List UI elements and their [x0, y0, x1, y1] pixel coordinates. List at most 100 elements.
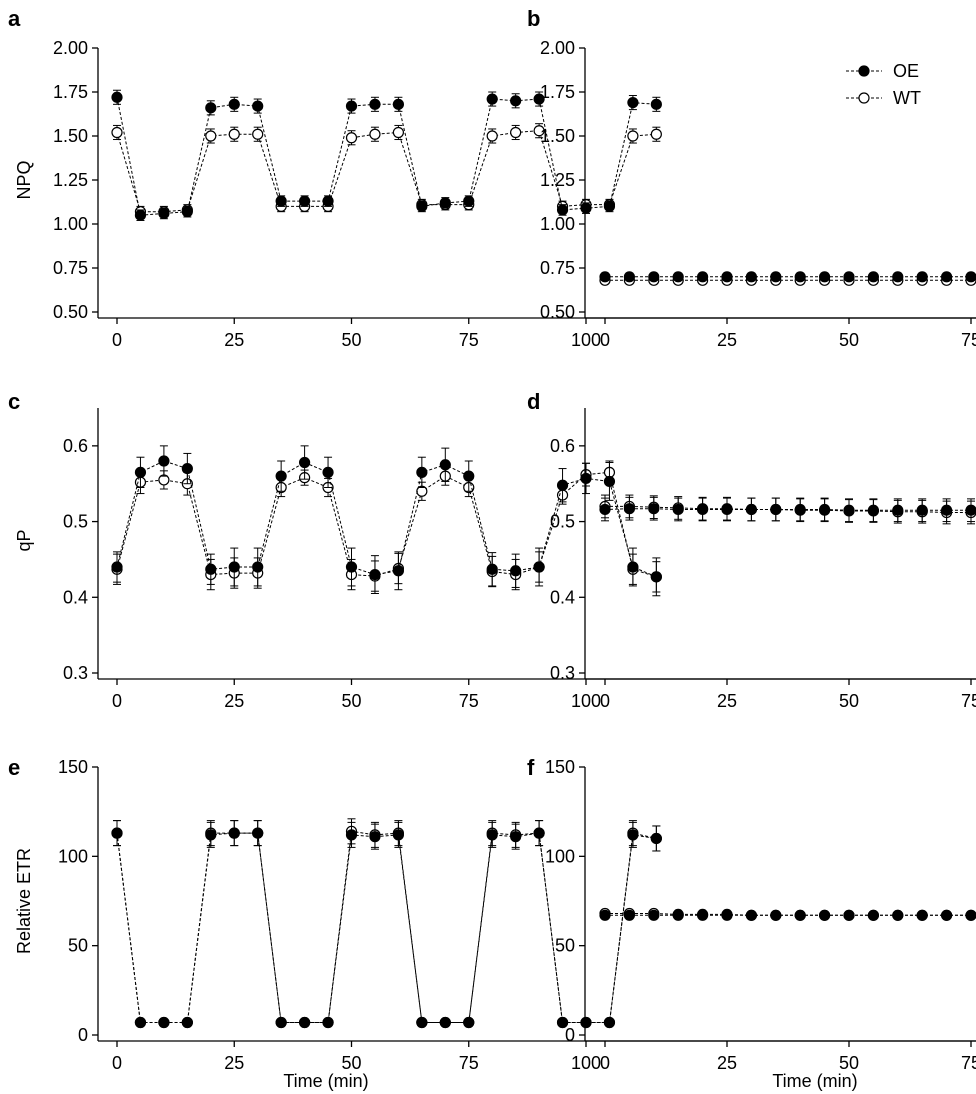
data-point-oe	[627, 96, 639, 109]
series-line-wt	[116, 830, 657, 1023]
data-point-oe	[818, 503, 831, 516]
data-point-wt	[369, 128, 381, 140]
data-point-oe	[916, 909, 928, 921]
y-tick-label: 100	[58, 846, 88, 866]
data-point-oe	[627, 829, 639, 841]
data-point-oe	[556, 204, 569, 216]
y-tick-label: 0.6	[550, 436, 575, 456]
data-point-oe	[745, 909, 758, 921]
legend-label-oe: OE	[893, 61, 919, 81]
data-point-oe	[416, 466, 428, 478]
data-point-oe	[134, 466, 147, 478]
y-axis-title: NPQ	[14, 160, 34, 199]
data-point-oe	[463, 1016, 475, 1029]
data-point-oe	[439, 197, 451, 209]
y-tick-label: 1.25	[53, 170, 88, 190]
data-point-oe	[794, 909, 806, 921]
data-point-oe	[134, 1016, 147, 1029]
x-tick-label: 50	[839, 1053, 859, 1073]
data-point-oe	[843, 909, 855, 921]
data-point-oe	[965, 271, 976, 283]
x-tick-label: 75	[459, 330, 479, 350]
data-point-oe	[392, 565, 404, 577]
x-tick-label: 0	[112, 1053, 122, 1073]
data-point-oe	[486, 563, 498, 575]
data-point-oe	[205, 102, 217, 114]
data-point-oe	[745, 271, 758, 283]
legend-label-wt: WT	[893, 88, 921, 108]
data-point-oe	[228, 827, 240, 839]
data-point-oe	[228, 561, 240, 573]
y-tick-label: 50	[555, 936, 575, 956]
series-oe	[599, 271, 976, 283]
data-point-oe	[299, 195, 311, 207]
y-tick-label: 100	[545, 846, 575, 866]
data-point-wt	[345, 132, 358, 144]
data-point-oe	[794, 503, 806, 516]
data-point-oe	[721, 909, 733, 921]
data-point-oe	[650, 832, 662, 845]
data-point-oe	[111, 91, 123, 103]
data-point-oe	[275, 195, 287, 207]
data-point-oe	[603, 475, 616, 488]
data-point-oe	[599, 271, 611, 283]
x-tick-label: 0	[112, 691, 122, 711]
data-point-oe	[345, 561, 358, 573]
y-tick-label: 1.25	[540, 170, 575, 190]
series-oe	[111, 89, 662, 221]
y-tick-label: 0.75	[540, 258, 575, 278]
y-tick-label: 0.4	[63, 587, 88, 607]
y-tick-label: 2.00	[53, 38, 88, 58]
x-tick-label: 25	[717, 1053, 737, 1073]
data-point-oe	[205, 563, 217, 575]
series-line-wt	[116, 471, 657, 578]
data-point-oe	[770, 271, 782, 283]
data-point-oe	[345, 829, 358, 841]
panel-letter-b: b	[527, 6, 540, 31]
y-tick-label: 2.00	[540, 38, 575, 58]
data-point-oe	[533, 827, 545, 839]
series-wt	[111, 460, 662, 593]
data-point-oe	[463, 195, 475, 207]
data-point-oe	[392, 98, 404, 110]
y-axis-title: qP	[14, 529, 34, 551]
data-point-oe	[533, 93, 545, 105]
y-axis-title: Relative ETR	[14, 848, 34, 954]
data-point-oe	[867, 504, 880, 516]
data-point-oe	[322, 1016, 334, 1029]
data-point-oe	[672, 503, 684, 516]
x-axis-title: Time (min)	[283, 1071, 368, 1091]
series-line-wt	[116, 130, 657, 213]
x-tick-label: 50	[341, 1053, 361, 1073]
data-point-wt	[510, 126, 522, 139]
data-point-oe	[158, 207, 170, 220]
y-tick-label: 0	[565, 1025, 575, 1045]
data-point-wt	[111, 126, 123, 139]
data-point-oe	[299, 456, 311, 469]
panel-letter-c: c	[8, 389, 20, 414]
data-point-wt	[533, 125, 545, 137]
data-point-wt	[228, 128, 240, 140]
x-tick-label: 50	[839, 330, 859, 350]
data-point-oe	[510, 831, 522, 843]
data-point-oe	[158, 455, 170, 467]
series-wt	[111, 818, 662, 1029]
y-tick-label: 1.75	[53, 82, 88, 102]
data-point-oe	[252, 827, 264, 839]
y-tick-label: 50	[68, 936, 88, 956]
data-point-oe	[696, 271, 709, 283]
x-tick-label: 0	[112, 330, 122, 350]
data-point-oe	[580, 472, 592, 485]
data-point-oe	[770, 503, 782, 516]
data-point-oe	[623, 271, 636, 283]
y-tick-label: 0.3	[550, 663, 575, 683]
y-tick-label: 1.50	[540, 126, 575, 146]
data-point-oe	[721, 503, 733, 516]
data-point-oe	[672, 271, 684, 283]
x-tick-label: 100	[571, 330, 601, 350]
x-tick-label: 25	[224, 691, 244, 711]
y-tick-label: 0.4	[550, 587, 575, 607]
series-oe	[111, 445, 662, 597]
data-point-wt	[627, 130, 639, 142]
